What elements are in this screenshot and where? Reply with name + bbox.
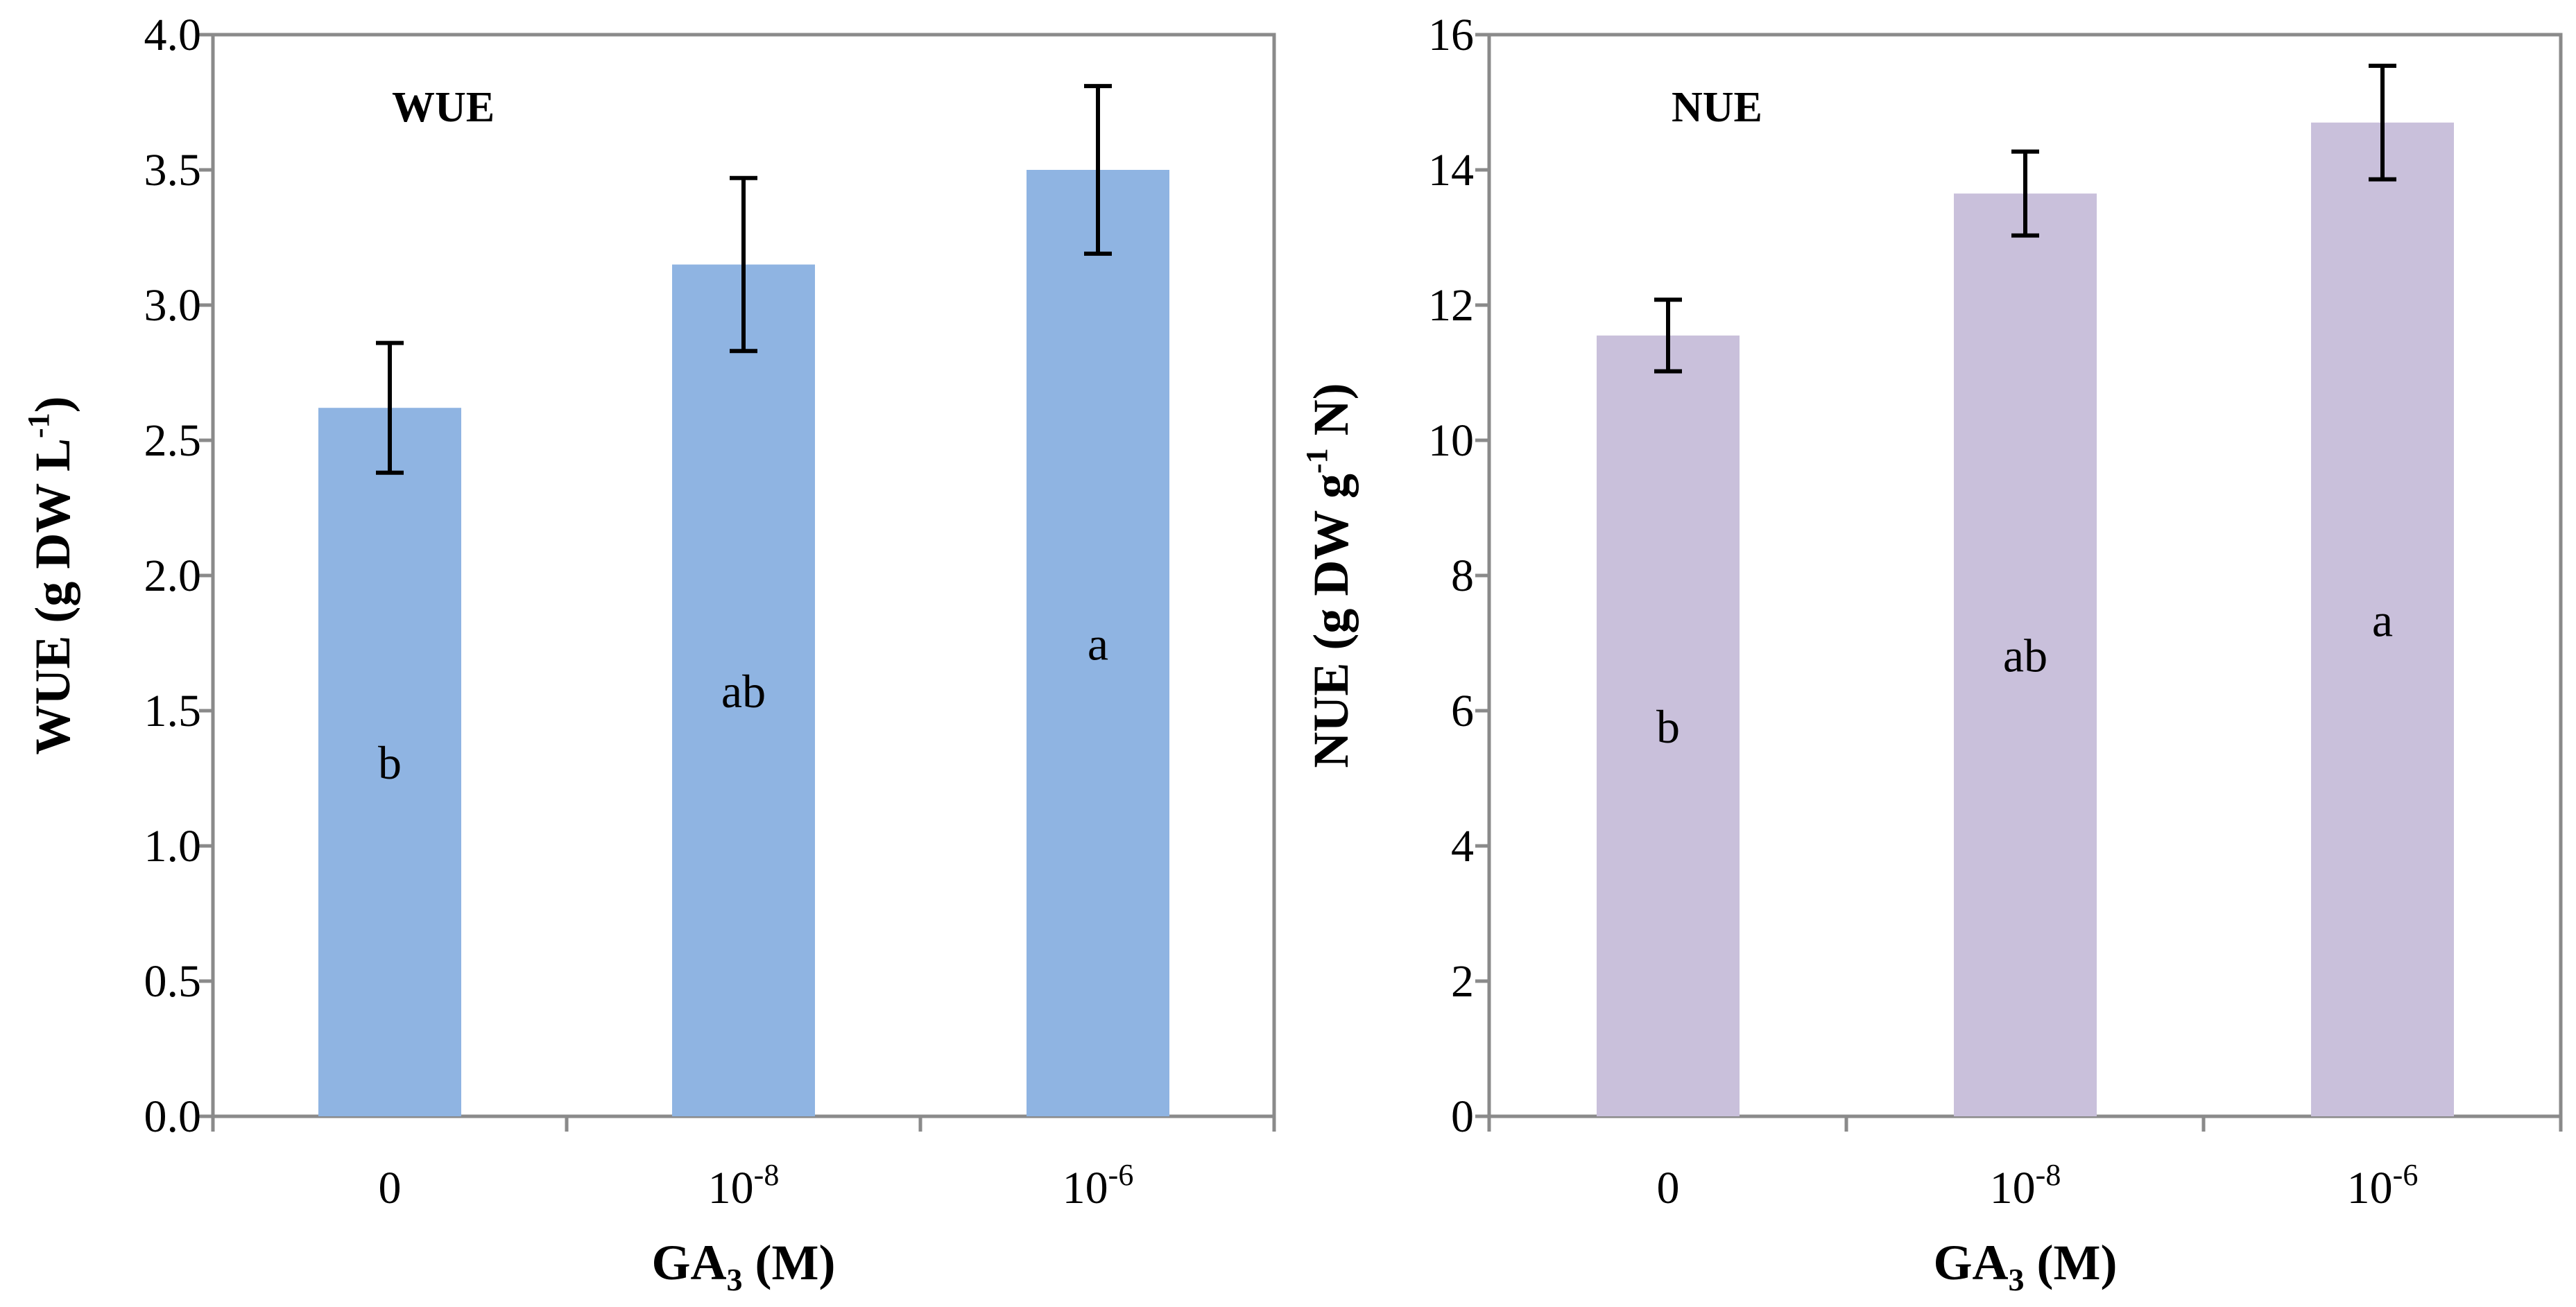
nue-error-bars [1654,63,2396,374]
nue-significance-label: ab [2003,630,2047,682]
nue-y-tick-label: 0 [1451,1091,1474,1142]
wue-chart: WUE 0.0 0.5 1.0 1.5 2.0 2.5 3.0 3.5 4.0 b ab a 0 10… [22,10,1276,1297]
nue-x-tick-label: 10-6 [2347,1158,2419,1213]
wue-y-axis: 0.0 0.5 1.0 1.5 2.0 2.5 3.0 3.5 4.0 [144,10,213,1142]
wue-error-bar [730,175,757,354]
wue-error-bar [1084,84,1112,256]
wue-y-tick-label: 1.0 [144,821,202,872]
nue-y-tick-label: 14 [1428,145,1474,196]
nue-x-axis [1487,1116,2563,1132]
wue-y-tick-label: 3.0 [144,280,202,331]
wue-bar [672,264,815,1116]
nue-y-tick-label: 4 [1451,821,1474,872]
wue-y-tick-label: 0.5 [144,956,202,1007]
nue-bar [2311,122,2454,1116]
wue-bar [1027,170,1169,1116]
wue-x-axis [211,1116,1276,1132]
nue-error-bar [1654,297,1682,374]
nue-y-axis-title: NUE (g DW g-1 N) [1300,383,1359,768]
nue-bars [1597,122,2454,1116]
nue-significance-label: a [2372,594,2393,646]
wue-x-tick-label: 10-8 [708,1158,780,1213]
wue-y-tick-label: 0.0 [144,1091,202,1142]
nue-x-tick-label: 10-8 [1990,1158,2061,1213]
nue-y-tick-label: 12 [1428,280,1474,331]
nue-panel-title: NUE [1672,84,1762,131]
wue-bars [318,170,1169,1116]
wue-y-tick-label: 2.0 [144,551,202,601]
nue-significance-label: b [1656,700,1680,753]
wue-panel-title: WUE [392,84,495,131]
wue-error-bar [376,340,404,475]
wue-category-labels: 0 10-8 10-6 [379,1158,1134,1213]
nue-significance-labels: b ab a [1656,594,2393,753]
nue-y-tick-label: 6 [1451,686,1474,736]
nue-y-tick-label: 8 [1451,551,1474,601]
nue-bar [1954,193,2097,1116]
wue-significance-labels: b ab a [378,618,1108,790]
wue-x-tick-label: 0 [379,1163,402,1213]
nue-y-tick-label: 16 [1428,10,1474,60]
nue-error-bar [2369,63,2396,182]
nue-bar [1597,335,1740,1116]
wue-x-tick-label: 10-6 [1063,1158,1134,1213]
wue-error-bars [376,84,1112,475]
nue-x-axis-title: GA3 (M) [1934,1235,2118,1297]
wue-x-axis-title: GA3 (M) [652,1235,836,1297]
nue-y-tick-label: 10 [1428,415,1474,466]
wue-significance-label: b [378,736,402,789]
wue-bar [318,408,461,1116]
wue-y-tick-label: 1.5 [144,686,202,736]
wue-y-tick-label: 3.5 [144,145,202,196]
wue-y-tick-label: 2.5 [144,415,202,466]
nue-x-tick-label: 0 [1657,1163,1680,1213]
nue-category-labels: 0 10-8 10-6 [1657,1158,2419,1213]
nue-chart: NUE 0 2 4 6 8 10 12 14 16 b ab a 0 10-8 10-6 GA3 (M)… [1300,10,2563,1297]
wue-y-axis-title: WUE (g DW L-1) [22,396,80,754]
wue-significance-label: a [1088,618,1108,670]
nue-error-bar [2011,149,2039,238]
nue-y-tick-label: 2 [1451,956,1474,1007]
wue-y-tick-label: 4.0 [144,10,202,60]
nue-y-axis: 0 2 4 6 8 10 12 14 16 [1428,10,1489,1142]
wue-significance-label: ab [721,665,766,718]
